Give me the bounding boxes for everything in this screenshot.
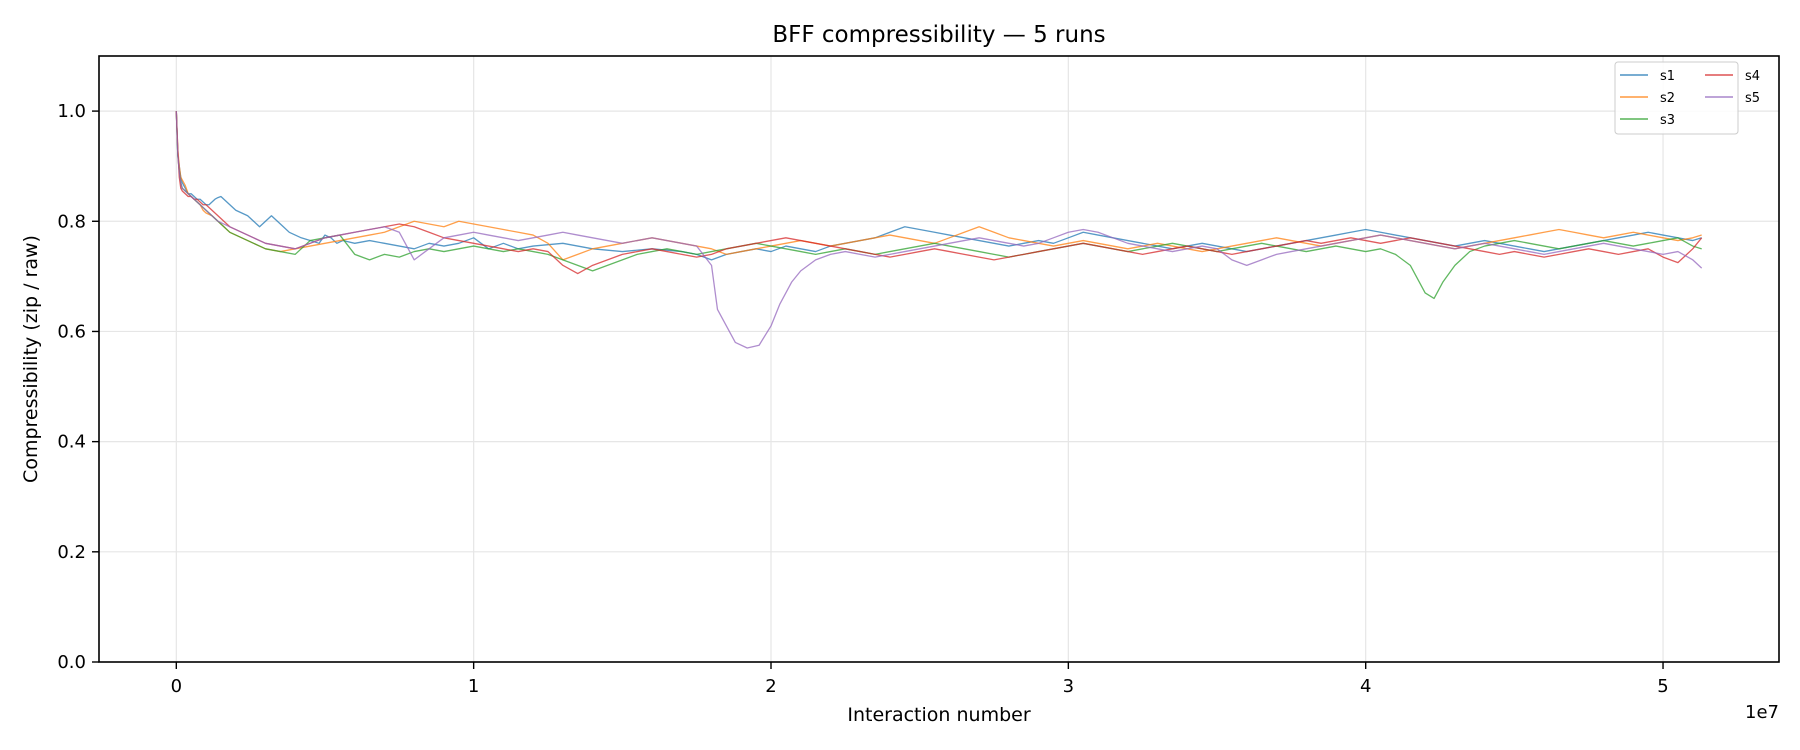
y-tick-label: 0.8: [57, 211, 86, 232]
y-tick-label: 0.2: [57, 542, 86, 563]
x-tick-label: 3: [1063, 676, 1074, 697]
x-axis-offset-label: 1e7: [1745, 702, 1779, 723]
x-tick-label: 1: [468, 676, 479, 697]
series-line-s1: [175, 111, 1702, 261]
x-tick-label: 0: [171, 676, 182, 697]
y-tick-label: 0.4: [57, 432, 86, 453]
legend-label-s4: s4: [1745, 69, 1760, 84]
x-tick-label: 5: [1657, 676, 1668, 697]
x-axis-title: Interaction number: [847, 704, 1030, 726]
series-lines: [175, 111, 1703, 349]
x-tick-label: 4: [1360, 676, 1371, 697]
series-line-s3: [175, 111, 1702, 300]
legend: s1 s2 s3 s4 s5: [1614, 61, 1760, 135]
legend-label-s5: s5: [1745, 91, 1760, 106]
legend-label-s1: s1: [1660, 69, 1675, 84]
y-tick-label: 0.6: [57, 321, 86, 342]
y-tick-label: 1.0: [57, 101, 86, 122]
axis-ticks: 0 1 2 3 4 5 0.0 0.2 0.4 0.6 0.8 1.0: [57, 101, 1668, 697]
chart-title: BFF compressibility — 5 runs: [772, 22, 1105, 48]
legend-label-s3: s3: [1660, 113, 1675, 128]
y-tick-label: 0.0: [57, 652, 86, 673]
legend-box: [1614, 61, 1739, 135]
y-axis-title: Compressibility (zip / raw): [20, 235, 42, 483]
legend-label-s2: s2: [1660, 91, 1675, 106]
x-tick-label: 2: [765, 676, 776, 697]
axes-frame: [98, 55, 1780, 663]
series-line-s5: [175, 111, 1703, 349]
